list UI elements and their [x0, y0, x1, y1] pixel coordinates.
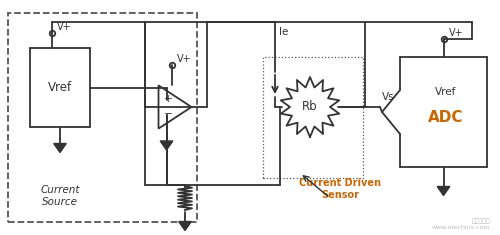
- Polygon shape: [54, 144, 66, 153]
- Text: Vref: Vref: [48, 81, 72, 94]
- Text: +: +: [164, 94, 172, 105]
- Text: Current
Source: Current Source: [40, 185, 80, 207]
- Bar: [8, 13, 197, 222]
- Polygon shape: [437, 187, 450, 196]
- Text: −: −: [164, 110, 172, 120]
- Text: V+: V+: [57, 22, 72, 32]
- Text: V+: V+: [448, 28, 463, 38]
- Polygon shape: [178, 222, 192, 231]
- Text: Rb: Rb: [302, 101, 318, 114]
- Text: ADC: ADC: [428, 110, 463, 125]
- Text: Ie: Ie: [279, 27, 288, 37]
- Text: Vref: Vref: [435, 87, 456, 97]
- Text: Vs: Vs: [382, 92, 394, 102]
- Bar: [263, 57, 363, 178]
- Text: 电子发烧友
www.elecfans.com: 电子发烧友 www.elecfans.com: [432, 219, 490, 230]
- Bar: [30, 48, 90, 127]
- Polygon shape: [160, 141, 173, 150]
- Text: Current Driven
Sensor: Current Driven Sensor: [299, 178, 381, 200]
- Text: V+: V+: [177, 54, 192, 64]
